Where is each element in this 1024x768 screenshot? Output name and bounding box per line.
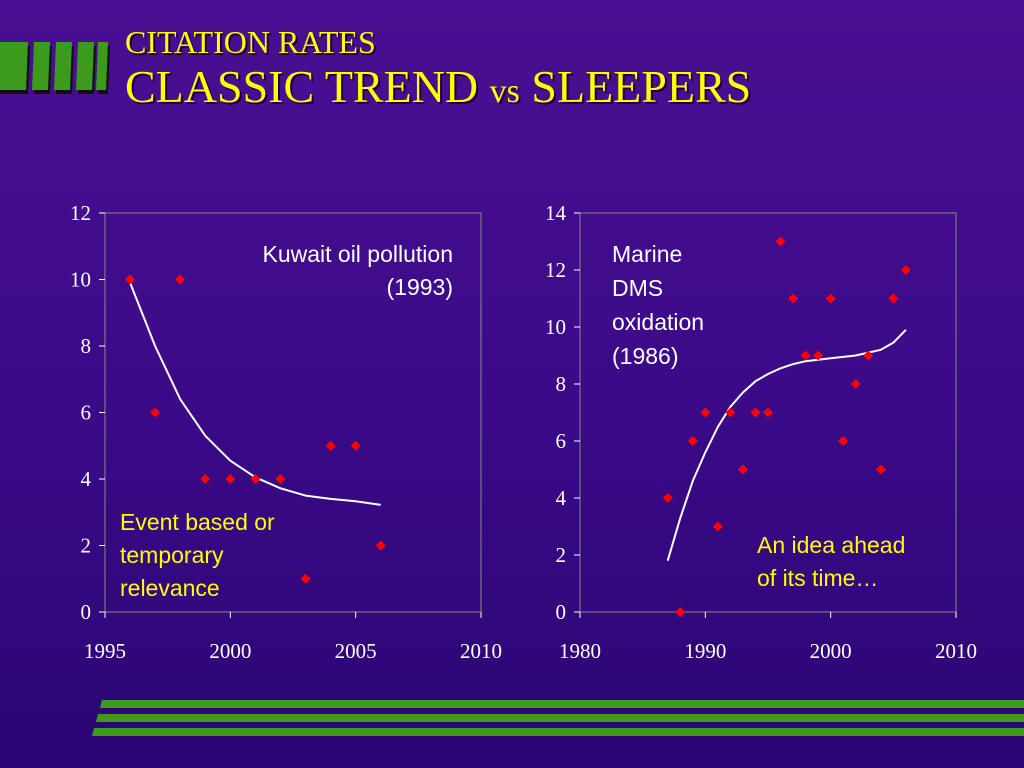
y-tick-label: 0 [81, 600, 92, 624]
y-tick-label: 4 [81, 467, 92, 491]
chart-annotation: Marine DMS oxidation (1986) [612, 241, 704, 369]
y-tick-label: 8 [556, 372, 567, 396]
data-point [375, 540, 386, 551]
data-point [350, 440, 361, 451]
data-point [813, 350, 824, 361]
trend-line [129, 282, 381, 506]
data-point [687, 436, 698, 446]
data-point [900, 265, 911, 275]
data-point [788, 293, 799, 304]
data-point [712, 521, 723, 532]
data-point [325, 440, 336, 451]
data-point [750, 407, 761, 418]
annotation-line: Event based or [120, 509, 275, 535]
slide-title: CITATION RATES CLASSIC TREND vs SLEEPERS [125, 24, 751, 119]
x-tick-label: 1980 [559, 639, 601, 663]
data-point [250, 474, 261, 484]
y-tick-label: 12 [70, 201, 91, 225]
data-point [275, 474, 286, 484]
plot-area [579, 212, 957, 613]
annotation-line: An idea ahead [757, 532, 905, 558]
x-tick-label: 2005 [335, 639, 377, 663]
y-tick-label: 2 [556, 543, 567, 567]
x-tick-label: 2000 [810, 639, 852, 663]
chart-1: 0 2 4 6 8 10 12 1995 2000 2005 2010 Kuwait oil poll… [70, 201, 502, 663]
title-line-2: CLASSIC TREND vs SLEEPERS [125, 60, 751, 119]
x-tick-label: 2000 [209, 639, 251, 663]
data-point [125, 274, 136, 285]
title-line-1: CITATION RATES [125, 24, 376, 60]
y-tick-label: 8 [81, 334, 92, 358]
chart-annotation: Event based or temporary relevance [120, 509, 275, 601]
data-point [737, 464, 748, 475]
annotation-line: Marine [612, 241, 682, 267]
annotation-line: (1986) [612, 343, 678, 369]
annotation-line: (1993) [387, 274, 453, 300]
annotation-line: temporary [120, 542, 224, 568]
data-point [675, 607, 686, 617]
y-tick-label: 10 [545, 315, 566, 339]
data-point [825, 293, 836, 304]
data-point [763, 407, 773, 418]
chart-annotation: An idea ahead of its time… [757, 532, 905, 591]
y-tick-label: 6 [81, 401, 92, 425]
logo-bars-icon [0, 42, 110, 94]
data-point [863, 350, 874, 361]
y-tick-label: 2 [81, 534, 92, 558]
chart-2: 0 2 4 6 8 10 12 14 1980 1990 2000 2010 Marine DMS oxid… [545, 201, 977, 663]
data-point [775, 236, 786, 247]
data-point [662, 493, 673, 503]
data-point [150, 407, 161, 418]
annotation-line: of its time… [757, 565, 878, 591]
title-part-a: CLASSIC TREND [125, 61, 490, 112]
data-point [800, 350, 811, 361]
annotation-line: Kuwait oil pollution [262, 241, 453, 267]
y-tick-label: 0 [556, 600, 567, 624]
data-point [225, 474, 236, 484]
title-part-vs: vs [489, 73, 520, 110]
data-point [300, 573, 311, 584]
data-point [838, 436, 849, 446]
y-tick-label: 6 [556, 429, 567, 453]
data-point [700, 407, 711, 418]
x-tick-label: 1995 [84, 639, 126, 663]
data-point [725, 407, 736, 418]
data-point [175, 274, 186, 285]
y-tick-label: 14 [545, 201, 567, 225]
y-tick-label: 12 [545, 258, 566, 282]
bottom-stripes-icon [92, 700, 1024, 736]
annotation-line: oxidation [612, 309, 704, 335]
y-tick-label: 10 [70, 268, 91, 292]
data-point [200, 474, 211, 484]
data-point [875, 464, 886, 475]
annotation-line: relevance [120, 575, 220, 601]
data-point [850, 379, 861, 389]
annotation-line: DMS [612, 275, 663, 301]
chart-annotation: Kuwait oil pollution (1993) [262, 241, 453, 300]
x-tick-label: 2010 [935, 639, 977, 663]
y-tick-label: 4 [556, 486, 567, 510]
trend-line [666, 329, 907, 561]
x-tick-label: 1990 [684, 639, 726, 663]
x-tick-label: 2010 [460, 639, 502, 663]
data-point [888, 293, 899, 304]
title-part-b: SLEEPERS [519, 61, 752, 112]
